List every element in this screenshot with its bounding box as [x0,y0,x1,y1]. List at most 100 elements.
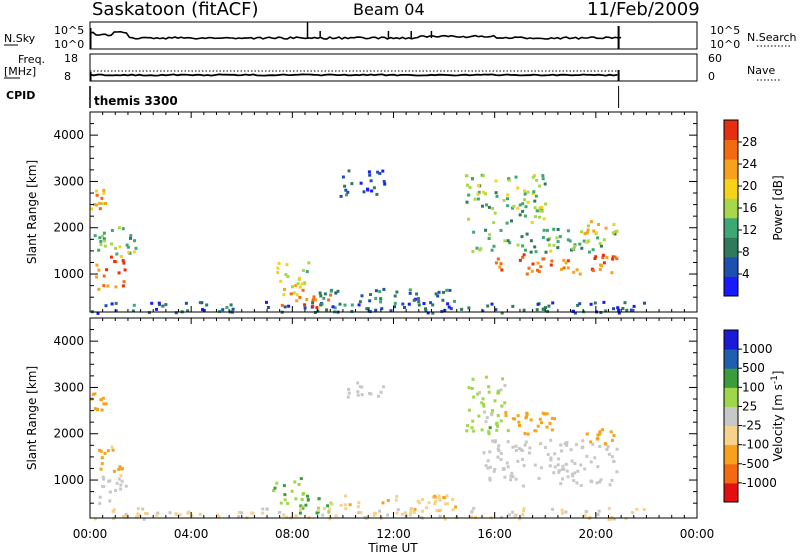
power-cell [333,306,337,310]
beam-title: Beam 04 [353,0,425,19]
velocity-echo-region [465,375,510,436]
velocity-cell [480,401,484,405]
velocity-cell [454,505,458,509]
power-cell [408,291,412,295]
power-cell [586,240,590,244]
power-y-axis-label: Slant Range [km] [25,160,39,264]
power-cell [378,172,382,175]
power-cell [467,217,471,221]
velocity-cell [565,443,569,447]
power-cell [117,271,121,275]
power-cell [429,301,433,305]
power-cell [303,306,307,310]
power-cell [532,190,536,194]
power-cell [97,248,101,252]
velocity-colorbar-frame [723,329,739,503]
power-cell [147,311,151,315]
power-cell [556,240,560,244]
power-colorbar-tick-label: 24 [742,157,757,171]
power-cell [527,266,531,270]
x-tick-label: 20:00 [579,527,614,541]
velocity-cell [576,469,580,473]
power-cell [434,292,438,296]
power-cell [448,288,452,292]
power-cell [99,243,103,247]
power-cell [492,221,496,225]
power-cell [516,206,520,210]
power-cell [546,238,550,242]
velocity-cell [168,511,172,515]
velocity-cell [378,509,382,513]
power-cell [531,262,535,266]
velocity-cell [533,463,537,467]
power-cell [276,266,280,270]
velocity-cell [566,475,570,479]
velocity-cell [601,428,604,432]
velocity-cell [579,484,583,487]
velocity-cell [472,395,476,399]
power-cell [545,228,549,232]
power-cell [571,247,575,251]
power-cell [129,236,132,240]
velocity-cell [395,511,399,515]
power-cell [134,246,138,250]
x-axis-label: Time UT [367,541,418,554]
velocity-cell [433,502,437,506]
velocity-cell [119,487,123,491]
power-cell [587,250,591,254]
velocity-cell [425,506,428,510]
power-cell [541,174,545,178]
power-colorbar-tick-label: 8 [742,245,750,259]
power-cell [376,170,380,174]
velocity-cell [265,507,269,511]
power-cell [601,256,605,260]
velocity-cell [95,407,99,411]
velocity-cell [304,503,308,507]
velocity-cell [444,502,448,506]
power-colorbar-segment [724,276,738,297]
power-cell [110,229,114,232]
velocity-cell [290,489,294,493]
velocity-cell [412,510,416,514]
power-cell [494,191,498,195]
power-cell [549,263,553,267]
velocity-cell [144,512,148,515]
velocity-cell [298,511,302,515]
power-cell [566,266,570,270]
power-cell [122,280,126,284]
power-cell [93,203,97,206]
power-cell [110,302,114,306]
velocity-cell [487,390,491,394]
velocity-cell [293,480,297,484]
power-cell [541,307,545,311]
velocity-cell [357,501,361,505]
velocity-cell [561,477,564,481]
power-cell [403,306,406,309]
velocity-cell [451,508,455,512]
velocity-cell [107,479,111,483]
velocity-cell [480,428,484,432]
velocity-cell [490,413,494,417]
velocity-cell [559,443,563,447]
velocity-cell [409,511,413,515]
velocity-cell [358,385,362,389]
velocity-cell [334,514,338,518]
power-cell [529,250,533,254]
power-panel: 1000 2000 3000 4000 Slant Range [km] 4 8 12 16 20… [25,111,785,315]
velocity-cell [575,443,578,447]
power-cell [311,298,315,302]
velocity-cell [156,511,160,515]
power-y-tick-label: 4000 [53,128,84,142]
velocity-cell [609,430,613,434]
velocity-cell [595,481,599,485]
power-cell [499,229,503,232]
power-cell [395,290,399,294]
power-cell [415,292,419,296]
power-cell [643,301,646,305]
power-cell [492,244,496,248]
power-cell [291,285,294,289]
power-echo-region [276,261,311,295]
power-cell [319,303,323,307]
velocity-cell [174,512,178,516]
velocity-cell [98,501,102,505]
